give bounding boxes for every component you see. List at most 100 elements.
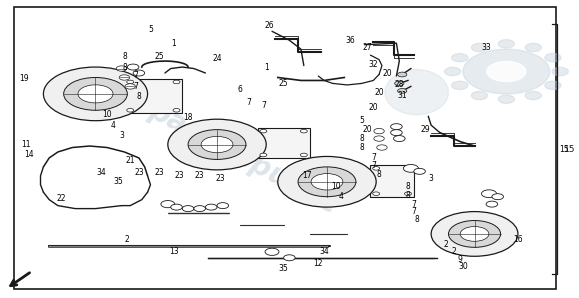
Circle shape	[486, 201, 498, 207]
Text: 24: 24	[212, 54, 222, 63]
Text: 23: 23	[175, 171, 184, 180]
Circle shape	[525, 43, 541, 52]
Text: 2: 2	[452, 247, 457, 256]
Text: 7: 7	[261, 101, 266, 110]
Text: 16: 16	[513, 235, 523, 244]
Text: 5: 5	[148, 25, 153, 34]
Circle shape	[398, 89, 407, 93]
Text: 31: 31	[397, 91, 407, 100]
Bar	[124, 79, 182, 113]
Circle shape	[445, 67, 461, 76]
Circle shape	[168, 119, 266, 170]
Text: 23: 23	[134, 168, 144, 177]
Text: 7: 7	[371, 161, 376, 170]
Circle shape	[482, 190, 497, 198]
Circle shape	[460, 226, 489, 241]
Text: 5: 5	[359, 116, 364, 125]
Text: 34: 34	[96, 168, 106, 177]
Circle shape	[301, 153, 307, 157]
Circle shape	[395, 81, 404, 86]
Text: 17: 17	[302, 171, 312, 180]
Text: 1: 1	[171, 39, 176, 48]
Circle shape	[398, 72, 407, 77]
Text: 8: 8	[360, 143, 364, 152]
Circle shape	[43, 67, 148, 121]
Text: 22: 22	[56, 194, 65, 203]
Text: 11: 11	[21, 140, 31, 149]
Text: 8: 8	[137, 92, 141, 101]
Bar	[258, 128, 310, 158]
Circle shape	[377, 145, 387, 150]
Circle shape	[525, 91, 541, 100]
Circle shape	[278, 156, 376, 207]
Text: 8: 8	[360, 134, 364, 143]
Text: 1: 1	[264, 63, 269, 72]
Circle shape	[173, 80, 180, 84]
Text: 7: 7	[411, 207, 416, 216]
Circle shape	[161, 201, 175, 208]
Text: 9: 9	[457, 255, 463, 264]
Text: 23: 23	[155, 168, 164, 177]
Circle shape	[217, 203, 229, 209]
Circle shape	[545, 81, 561, 89]
Circle shape	[173, 108, 180, 112]
Circle shape	[463, 49, 550, 94]
Circle shape	[431, 212, 518, 256]
Circle shape	[391, 124, 402, 130]
Text: 35: 35	[278, 264, 288, 273]
Circle shape	[391, 130, 402, 136]
Circle shape	[374, 136, 384, 141]
Text: 15: 15	[565, 145, 576, 153]
Circle shape	[119, 75, 130, 80]
Circle shape	[206, 204, 217, 210]
Text: 7: 7	[371, 153, 376, 162]
Text: 21: 21	[126, 156, 135, 165]
Text: 26: 26	[264, 21, 274, 30]
Circle shape	[78, 85, 113, 103]
Circle shape	[373, 167, 380, 170]
Circle shape	[125, 84, 135, 89]
Text: 8: 8	[415, 215, 419, 224]
Text: 10: 10	[102, 110, 112, 119]
Circle shape	[171, 204, 182, 210]
Circle shape	[260, 129, 267, 133]
Circle shape	[194, 206, 206, 212]
Circle shape	[284, 255, 295, 261]
Text: 8: 8	[406, 191, 411, 200]
Text: 4: 4	[339, 192, 344, 201]
Bar	[371, 165, 414, 197]
Text: 7: 7	[247, 98, 251, 107]
Circle shape	[499, 40, 515, 48]
Text: 23: 23	[195, 171, 204, 180]
Circle shape	[133, 70, 145, 76]
Text: 4: 4	[111, 121, 115, 130]
Circle shape	[552, 67, 569, 76]
Circle shape	[188, 130, 246, 159]
Circle shape	[373, 192, 380, 195]
Circle shape	[404, 164, 419, 172]
Circle shape	[64, 77, 127, 110]
Text: partsrepublic: partsrepublic	[144, 96, 342, 220]
Circle shape	[265, 248, 279, 255]
Text: 20: 20	[383, 69, 393, 77]
Circle shape	[394, 136, 405, 142]
Circle shape	[298, 167, 356, 197]
Circle shape	[452, 54, 468, 62]
Text: 25: 25	[155, 52, 164, 61]
Polygon shape	[385, 69, 449, 115]
Circle shape	[260, 153, 267, 157]
Circle shape	[374, 128, 384, 134]
Text: 15: 15	[559, 145, 569, 153]
Circle shape	[127, 64, 139, 70]
Text: 8: 8	[406, 182, 411, 191]
Circle shape	[471, 91, 488, 100]
Text: 28: 28	[394, 80, 404, 89]
Text: 6: 6	[238, 85, 243, 94]
Circle shape	[452, 81, 468, 89]
Circle shape	[405, 192, 412, 195]
Circle shape	[487, 61, 526, 82]
Circle shape	[449, 221, 501, 247]
Text: 7: 7	[134, 72, 138, 80]
Circle shape	[471, 43, 488, 52]
Text: 7: 7	[411, 200, 416, 209]
